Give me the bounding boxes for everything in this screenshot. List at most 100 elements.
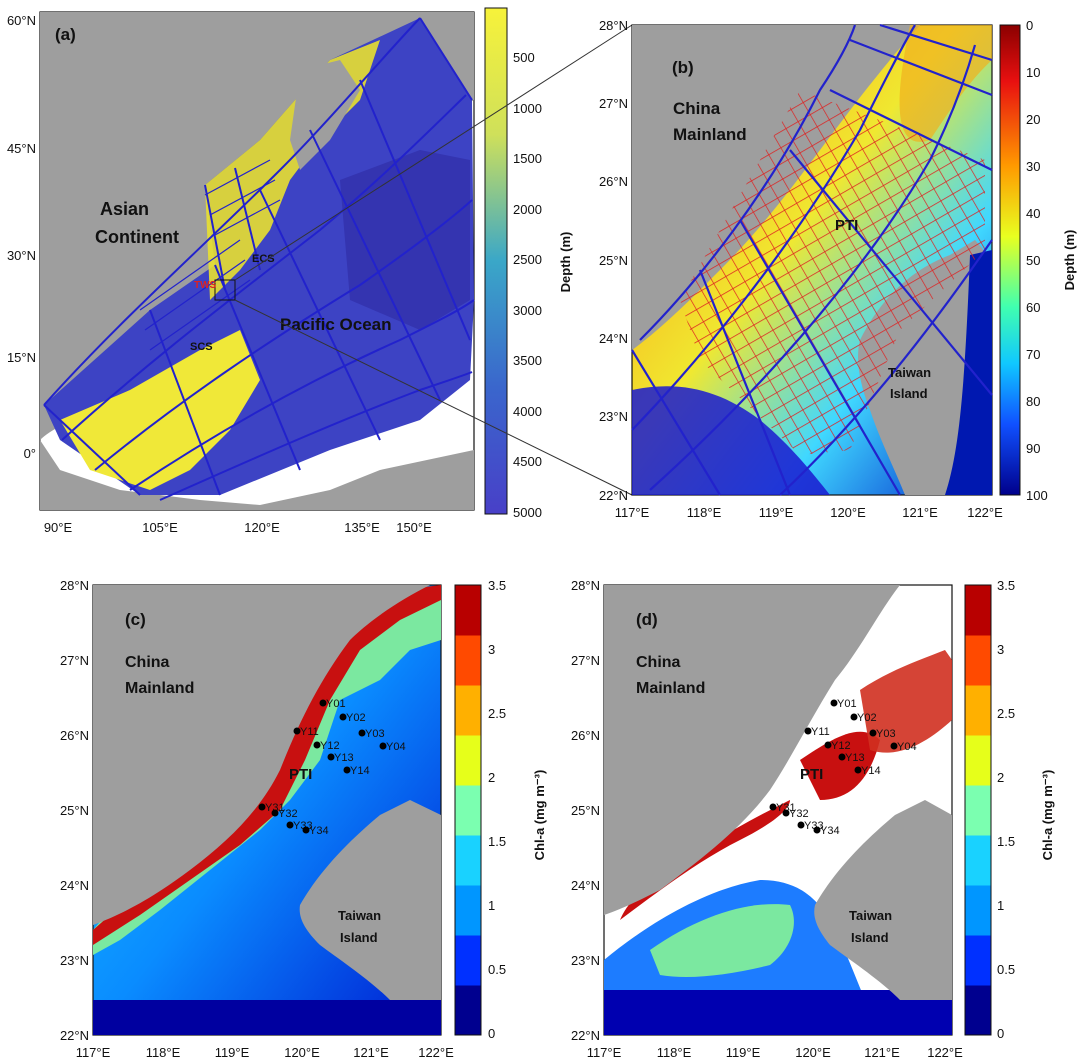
cb-tick: 70: [1026, 347, 1040, 362]
station-marker: [797, 821, 805, 829]
cb-tick: 1.5: [488, 834, 506, 849]
cb-tick: 3.5: [488, 578, 506, 593]
station-marker: [339, 713, 347, 721]
colorbar-a: [484, 7, 508, 515]
colorbar-d-ticks: 3.5 3 2.5 2 1.5 1 0.5 0: [997, 578, 1015, 1041]
panel-b-label: (b): [672, 58, 694, 77]
cb-tick: 2.5: [997, 706, 1015, 721]
label-mainland: Mainland: [636, 680, 705, 697]
panel-d: (d) China Mainland PTI Taiwan Island Y01…: [571, 578, 1055, 1060]
colorbar-a-ticks: 500 1000 1500 2000 2500 3000 3500 4000 4…: [513, 50, 542, 520]
cb-tick: 1500: [513, 151, 542, 166]
cb-tick: 4500: [513, 454, 542, 469]
lat-tick: 27°N: [60, 653, 89, 668]
panel-a: (a) Asian Continent Pacific Ocean ECS SC…: [7, 7, 573, 535]
label-continent: Continent: [95, 227, 179, 247]
lon-tick: 119°E: [759, 505, 794, 520]
lat-tick: 28°N: [571, 578, 600, 593]
panel-b: (b) China Mainland PTI Taiwan Island 28°…: [599, 18, 1077, 520]
cb-tick: 2.5: [488, 706, 506, 721]
label-china: China: [673, 99, 721, 118]
station-marker: [327, 753, 335, 761]
label-island: Island: [340, 930, 378, 945]
colorbar-step: [455, 935, 481, 986]
cb-tick: 50: [1026, 253, 1040, 268]
station-label: Y31: [776, 802, 796, 814]
chl-mid-d: [650, 904, 794, 977]
lat-tick: 27°N: [599, 96, 628, 111]
station-marker: [838, 753, 846, 761]
station-marker: [271, 809, 279, 817]
station-marker: [869, 729, 877, 737]
label-tws: TWS: [194, 280, 217, 291]
cb-tick: 3: [488, 642, 495, 657]
cb-tick: 3000: [513, 303, 542, 318]
lon-tick: 122°E: [967, 505, 1003, 520]
colorbar-a-title: Depth (m): [558, 232, 573, 293]
land-taiwan-c: [299, 800, 441, 1000]
panel-a-lat-ticks: 60°N 45°N 30°N 15°N 0°: [7, 13, 36, 461]
lon-tick: 117°E: [615, 505, 650, 520]
colorbar-frame: [964, 584, 992, 1036]
shelf-south: [60, 330, 260, 490]
station-label: Y34: [820, 825, 840, 837]
cb-tick: 0: [997, 1026, 1004, 1041]
label-pti: PTI: [835, 217, 858, 234]
station-label: Y01: [837, 698, 857, 710]
lat-tick: 24°N: [599, 331, 628, 346]
chl-high-band-d: [620, 800, 790, 920]
cb-tick: 3500: [513, 353, 542, 368]
model-grid-a: [43, 17, 475, 501]
land-china-c: [93, 585, 430, 925]
cb-tick: 60: [1026, 300, 1040, 315]
colorbar-b-title: Depth (m): [1062, 230, 1077, 291]
colorbar-step: [455, 735, 481, 786]
colorbar-step: [455, 985, 481, 1036]
station-marker: [286, 821, 294, 829]
panel-b-lat-ticks: 28°N 27°N 26°N 25°N 24°N 23°N 22°N: [599, 18, 628, 503]
colorbar-d: [964, 584, 992, 1036]
lon-tick: 119°E: [215, 1045, 250, 1060]
cb-tick: 2: [488, 770, 495, 785]
station-marker: [830, 699, 838, 707]
station-label: Y34: [309, 825, 329, 837]
colorbar-step: [455, 685, 481, 736]
lon-tick: 120°E: [795, 1045, 831, 1060]
label-taiwan: Taiwan: [338, 908, 381, 923]
colorbar-b-ticks: 0 10 20 30 40 50 60 70 80 90 100: [1026, 18, 1048, 503]
lat-tick: 22°N: [571, 1028, 600, 1043]
cb-tick: 5000: [513, 505, 542, 520]
land-taiwan-d: [814, 800, 952, 1000]
panel-c-label: (c): [125, 610, 146, 629]
lat-tick: 25°N: [571, 803, 600, 818]
lat-tick: 22°N: [60, 1028, 89, 1043]
colorbar-step: [965, 935, 991, 986]
label-china: China: [636, 654, 681, 671]
station-marker: [319, 699, 327, 707]
colorbar-step: [455, 585, 481, 636]
cb-tick: 500: [513, 50, 535, 65]
lat-tick: 45°N: [7, 141, 36, 156]
station-marker: [804, 727, 812, 735]
label-ecs: ECS: [252, 253, 275, 265]
cb-tick: 3: [997, 642, 1004, 657]
station-marker: [769, 803, 777, 811]
station-marker: [813, 826, 821, 834]
label-taiwan: Taiwan: [888, 365, 931, 380]
station-marker: [358, 729, 366, 737]
station-label: Y31: [265, 802, 285, 814]
lon-tick: 90°E: [44, 520, 73, 535]
station-label: Y14: [861, 765, 881, 777]
lat-tick: 23°N: [571, 953, 600, 968]
station-label: Y32: [789, 808, 809, 820]
lat-tick: 25°N: [599, 253, 628, 268]
station-marker: [343, 766, 351, 774]
station-label: Y11: [811, 726, 830, 738]
lat-tick: 28°N: [599, 18, 628, 33]
label-china: China: [125, 654, 170, 671]
cb-tick: 1: [997, 898, 1004, 913]
lat-tick: 25°N: [60, 803, 89, 818]
cb-tick: 100: [1026, 488, 1048, 503]
